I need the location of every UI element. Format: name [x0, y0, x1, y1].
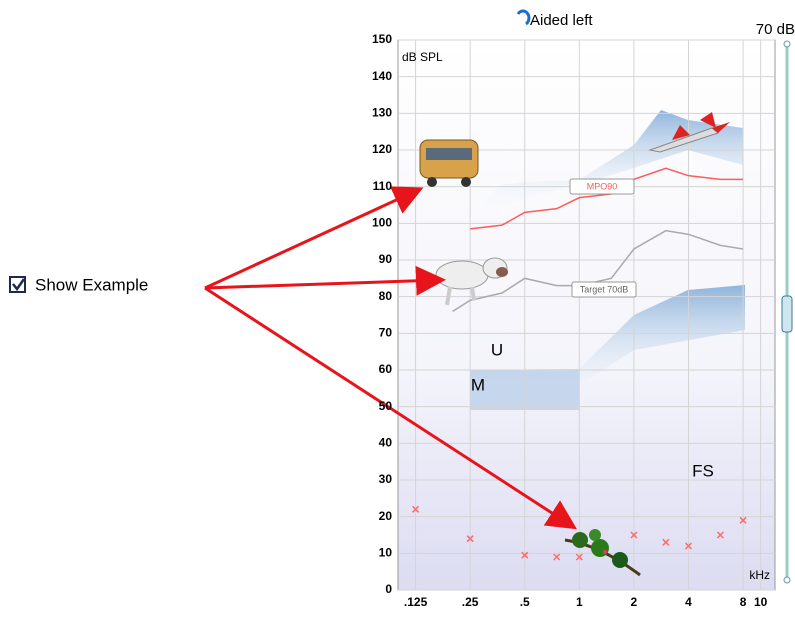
y-tick-label: 90: [379, 252, 393, 266]
curve-label: MPO90: [587, 181, 618, 191]
y-tick-label: 10: [379, 546, 393, 560]
plant-icon: [564, 529, 641, 577]
y-tick-label: 140: [372, 69, 392, 83]
y-tick-label: 80: [379, 289, 393, 303]
x-tick-label: .125: [404, 595, 428, 609]
checkbox[interactable]: Show Example: [9, 275, 148, 294]
y-tick-label: 50: [379, 399, 393, 413]
chart: MPO90 Target 70dB UM FS: [398, 39, 775, 591]
threshold-marker: [739, 516, 747, 524]
threshold-marker: [466, 535, 474, 543]
curve-label-box: [571, 281, 637, 298]
arrows: [204, 186, 578, 530]
y-tick-label: 130: [372, 106, 392, 120]
x-tick-label: 8: [740, 595, 747, 609]
x-axis-label: kHz: [749, 568, 770, 582]
y-tick-label: 150: [372, 32, 392, 46]
slider-end: [783, 40, 791, 48]
examples: [419, 112, 730, 577]
threshold-marker: [662, 538, 670, 546]
annotation: FS: [692, 461, 714, 480]
threshold-marker: [630, 531, 638, 539]
threshold-marker: [553, 553, 561, 561]
threshold-marker: [716, 531, 724, 539]
y-tick-label: 70: [379, 326, 393, 340]
x-tick-label: .5: [520, 595, 530, 609]
threshold-marker: [521, 551, 529, 559]
annotation: M: [471, 375, 485, 394]
y-tick-label: 0: [385, 582, 392, 596]
x-tick-label: 1: [576, 595, 583, 609]
y-tick-label: 40: [379, 436, 393, 450]
y-axis-label: dB SPL: [402, 50, 443, 64]
dog-icon: [435, 257, 508, 306]
ear-icon: [516, 9, 531, 26]
x-tick-label: 4: [685, 595, 692, 609]
y-tick-label: 100: [372, 216, 392, 230]
checkbox-label[interactable]: Show Example: [35, 275, 148, 294]
checkmark: [12, 278, 26, 292]
y-tick-label: 120: [372, 142, 392, 156]
y-tick-label: 20: [379, 509, 393, 523]
slider-thumb[interactable]: [781, 295, 793, 333]
bus-icon: [419, 139, 479, 187]
slider-end: [783, 576, 791, 584]
threshold-marker: [575, 553, 583, 561]
arrow: [204, 265, 446, 296]
annotation: U: [491, 340, 503, 359]
level-label: 70 dB: [756, 21, 795, 38]
curve-label: Target 70dB: [580, 284, 629, 294]
x-tick-label: 10: [754, 595, 768, 609]
y-tick-label: 60: [379, 362, 393, 376]
threshold-marker: [684, 542, 693, 550]
x-tick-label: .25: [462, 595, 479, 609]
level-slider[interactable]: [781, 40, 793, 584]
arrow: [204, 186, 424, 290]
threshold-marker: [412, 505, 420, 513]
arrow: [204, 286, 578, 530]
y-tick-label: 110: [373, 179, 393, 193]
chart-title: Aided left: [530, 12, 593, 29]
plane-icon: [648, 112, 730, 153]
y-tick-label: 30: [379, 472, 393, 486]
x-tick-label: 2: [631, 595, 638, 609]
curve-label-box: [569, 178, 635, 195]
